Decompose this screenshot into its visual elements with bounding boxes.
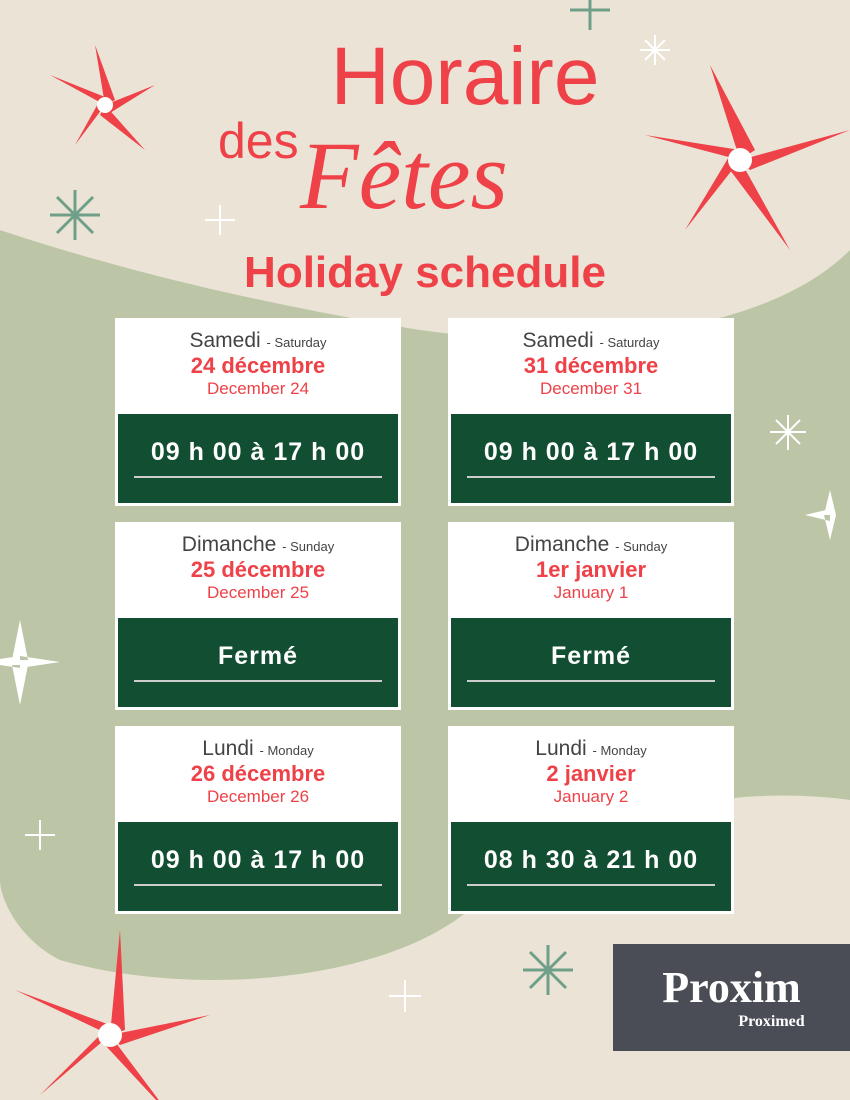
divider [467, 884, 715, 886]
schedule-card: Dimanche - Sunday 25 décembre December 2… [115, 522, 401, 710]
hours: Fermé [550, 642, 632, 670]
hours-panel: Fermé [451, 616, 731, 707]
day-label: Dimanche - Sunday [451, 533, 731, 557]
schedule-card: Samedi - Saturday 24 décembre December 2… [115, 318, 401, 506]
divider [134, 476, 382, 478]
title-fetes: Fêtes [300, 122, 508, 229]
day-fr: Lundi [202, 737, 254, 760]
poinsettia-icon [15, 930, 210, 1100]
divider [134, 884, 382, 886]
poinsettia-icon [50, 45, 155, 150]
date-en: January 1 [553, 583, 629, 602]
snowflake-icon [0, 490, 836, 705]
hours: 09 h 00 à 17 h 00 [150, 438, 366, 466]
divider [134, 680, 382, 682]
hours: 09 h 00 à 17 h 00 [483, 438, 699, 466]
date-en: December 25 [206, 583, 310, 602]
schedule-card: Lundi - Monday 26 décembre December 26 0… [115, 726, 401, 914]
day-en: - Monday [259, 743, 314, 758]
divider [467, 680, 715, 682]
hours-panel: 09 h 00 à 17 h 00 [118, 412, 398, 503]
title-horaire: Horaire [330, 31, 600, 122]
hours-panel: 08 h 30 à 21 h 00 [451, 820, 731, 911]
date-fr: 31 décembre [523, 353, 659, 378]
date-fr: 25 décembre [190, 557, 326, 582]
hours-panel: 09 h 00 à 17 h 00 [118, 820, 398, 911]
day-label: Dimanche - Sunday [118, 533, 398, 557]
hours-panel: Fermé [118, 616, 398, 707]
subtitle: Holiday schedule [244, 248, 606, 297]
day-label: Samedi - Saturday [118, 329, 398, 353]
day-fr: Dimanche [514, 533, 610, 556]
day-label: Lundi - Monday [451, 737, 731, 761]
day-en: - Saturday [266, 335, 327, 350]
date-fr: 24 décembre [190, 353, 326, 378]
logo-main: Proxim [662, 963, 801, 1012]
hours: Fermé [217, 642, 299, 670]
sparkle-icon [25, 35, 806, 1012]
date-en: December 26 [206, 787, 310, 806]
date-fr: 26 décembre [190, 761, 326, 786]
hours: 08 h 30 à 21 h 00 [483, 846, 699, 874]
logo-sub: Proximed [738, 1013, 805, 1030]
schedule-card: Dimanche - Sunday 1er janvier January 1 … [448, 522, 734, 710]
day-fr: Lundi [535, 737, 587, 760]
hours-panel: 09 h 00 à 17 h 00 [451, 412, 731, 503]
date-en: December 24 [206, 379, 310, 398]
poinsettia-icon [645, 65, 850, 250]
schedule-card: Lundi - Monday 2 janvier January 2 08 h … [448, 726, 734, 914]
date-fr: 2 janvier [546, 761, 636, 786]
day-label: Lundi - Monday [118, 737, 398, 761]
snowflake-icon [50, 0, 610, 995]
hours: 09 h 00 à 17 h 00 [150, 846, 366, 874]
title-des: des [218, 113, 299, 169]
date-en: January 2 [553, 787, 629, 806]
day-en: - Sunday [282, 539, 335, 554]
day-en: - Monday [592, 743, 647, 758]
day-fr: Samedi [522, 329, 594, 352]
day-fr: Samedi [189, 329, 261, 352]
day-en: - Saturday [599, 335, 660, 350]
date-fr: 1er janvier [535, 557, 647, 582]
proxim-logo: Proxim Proximed [613, 944, 850, 1051]
day-fr: Dimanche [181, 533, 277, 556]
schedule-card: Samedi - Saturday 31 décembre December 3… [448, 318, 734, 506]
day-en: - Sunday [615, 539, 668, 554]
date-en: December 31 [539, 379, 643, 398]
divider [467, 476, 715, 478]
day-label: Samedi - Saturday [451, 329, 731, 353]
